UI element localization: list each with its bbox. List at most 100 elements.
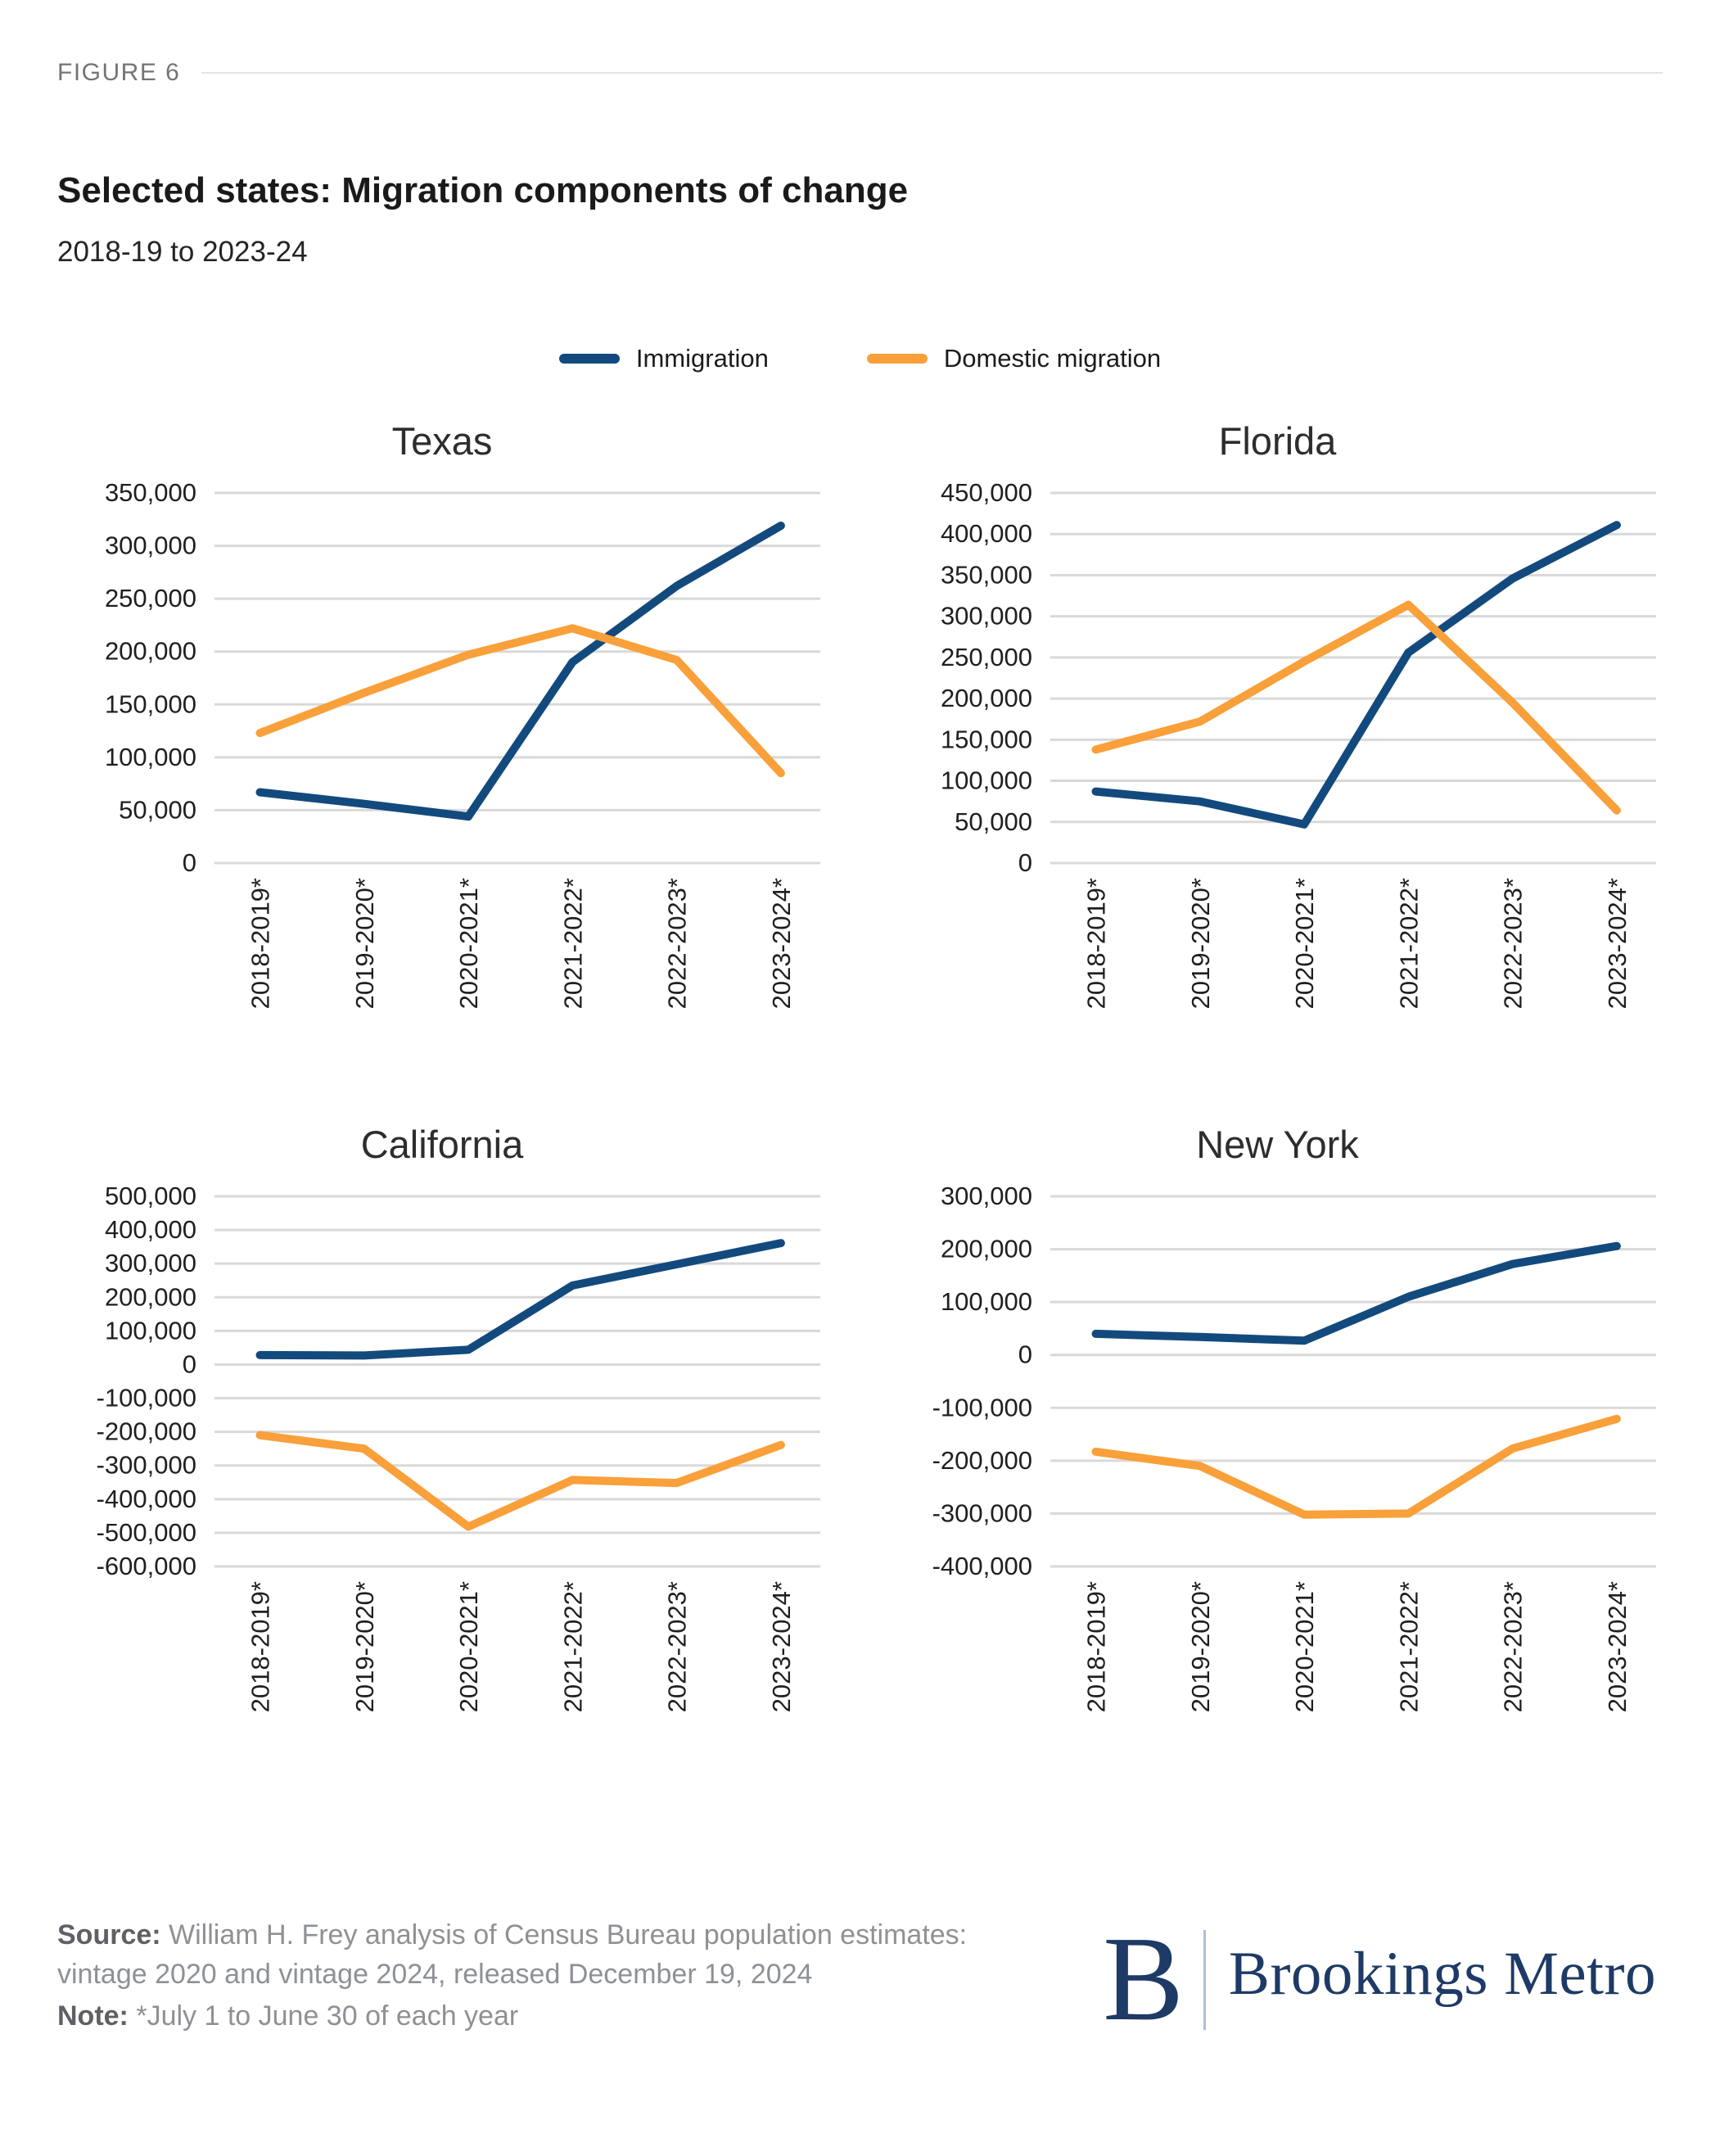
chart-svg-new-york: 300,000 200,000 100,000 0 -100,000 -200,000 -3… bbox=[932, 1182, 1656, 1712]
x-tick-label: 2021-2022* bbox=[1394, 1581, 1423, 1712]
figure-header: FIGURE 6 Selected states: Migration comp… bbox=[57, 0, 1663, 269]
x-tick-label: 2020-2021* bbox=[1290, 1581, 1319, 1712]
y-tick-label: -500,000 bbox=[97, 1518, 196, 1547]
page-title: Selected states: Migration components of… bbox=[57, 170, 909, 210]
figure-footer: Source: William H. Frey analysis of Cens… bbox=[57, 1912, 1663, 2047]
x-tick-label: 2018-2019* bbox=[1081, 1581, 1110, 1712]
x-tick-label: 2023-2024* bbox=[1602, 878, 1631, 1009]
source-label: Source: bbox=[57, 1919, 161, 1950]
chart-svg-florida: 450,000 400,000 350,000 300,000 250,000 200,0… bbox=[940, 478, 1656, 1009]
y-tick-label: 400,000 bbox=[940, 519, 1032, 548]
x-tick-label: 2023-2024* bbox=[767, 878, 796, 1009]
y-tick-label: 300,000 bbox=[940, 1182, 1032, 1210]
x-tick-label: 2018-2019* bbox=[246, 878, 275, 1009]
y-tick-label: 300,000 bbox=[940, 602, 1032, 631]
x-tick-label: 2021-2022* bbox=[558, 1581, 587, 1712]
y-tick-label: -200,000 bbox=[97, 1417, 196, 1446]
y-tick-label: 100,000 bbox=[105, 743, 196, 771]
y-tick-label: 200,000 bbox=[105, 637, 196, 666]
chart-title-florida: Florida bbox=[1218, 419, 1337, 463]
y-tick-label: 300,000 bbox=[105, 1249, 196, 1277]
chart-california: California 500,000 400,000 300,000 200,000 1… bbox=[57, 1122, 827, 1735]
x-tick-label: 2020-2021* bbox=[454, 1581, 483, 1712]
logo-divider bbox=[1203, 1930, 1206, 2030]
y-tick-label: 300,000 bbox=[105, 531, 196, 560]
legend-label-immigration: Immigration bbox=[635, 344, 769, 373]
y-tick-label: -600,000 bbox=[97, 1552, 196, 1580]
y-tick-label: 350,000 bbox=[940, 560, 1032, 589]
y-tick-label: 150,000 bbox=[105, 689, 196, 718]
note-text: *July 1 to June 30 of each year bbox=[128, 2000, 519, 2032]
figure-label-row: FIGURE 6 bbox=[57, 0, 1663, 87]
source-line: Source: William H. Frey analysis of Cens… bbox=[57, 1915, 1064, 1995]
x-tick-label: 2022-2023* bbox=[1498, 1581, 1527, 1712]
y-tick-label: 0 bbox=[183, 848, 196, 877]
y-tick-label: -300,000 bbox=[932, 1498, 1032, 1527]
x-tick-label: 2019-2020* bbox=[1185, 1581, 1214, 1712]
y-tick-label: -300,000 bbox=[97, 1451, 196, 1480]
brookings-metro-wordmark: Brookings Metro bbox=[1228, 1940, 1656, 2008]
y-tick-label: 50,000 bbox=[119, 795, 196, 824]
y-tick-label: 100,000 bbox=[940, 766, 1032, 795]
chart-florida: Florida 450,000 400,000 350,000 300,000 250,… bbox=[893, 418, 1663, 1032]
x-tick-label: 2018-2019* bbox=[246, 1581, 275, 1712]
chart-texas: Texas 350,000 300,000 250,000 200,000 150,00… bbox=[57, 418, 827, 1032]
domestic-migration-line-swatch bbox=[866, 354, 928, 364]
immigration-line bbox=[1091, 521, 1621, 829]
x-tick-label: 2021-2022* bbox=[558, 878, 587, 1009]
legend-item-immigration: Immigration bbox=[558, 344, 769, 373]
charts-grid: Texas 350,000 300,000 250,000 200,000 150,00… bbox=[57, 418, 1663, 1735]
x-tick-label: 2021-2022* bbox=[1394, 878, 1423, 1009]
y-tick-label: 50,000 bbox=[955, 807, 1032, 836]
domestic-migration-line bbox=[1091, 600, 1621, 815]
chart-title-new-york: New York bbox=[1196, 1123, 1359, 1166]
x-tick-label: 2023-2024* bbox=[1602, 1581, 1631, 1712]
y-tick-label: 200,000 bbox=[940, 684, 1032, 712]
x-tick-label: 2018-2019* bbox=[1081, 878, 1110, 1009]
y-tick-label: 100,000 bbox=[105, 1316, 196, 1345]
x-tick-label: 2023-2024* bbox=[767, 1581, 796, 1712]
y-tick-label: -100,000 bbox=[932, 1393, 1032, 1422]
y-tick-label: 0 bbox=[1018, 1340, 1032, 1369]
y-tick-label: 250,000 bbox=[105, 584, 196, 612]
note-line: Note: *July 1 to June 30 of each year bbox=[57, 1996, 1064, 2036]
x-tick-label: 2020-2021* bbox=[1290, 878, 1319, 1009]
legend-label-domestic-migration: Domestic migration bbox=[943, 344, 1162, 373]
x-tick-label: 2019-2020* bbox=[350, 878, 379, 1009]
y-tick-label: 200,000 bbox=[105, 1282, 196, 1311]
y-tick-label: -100,000 bbox=[97, 1384, 196, 1412]
x-tick-label: 2022-2023* bbox=[663, 878, 692, 1009]
y-tick-label: 150,000 bbox=[940, 725, 1032, 753]
y-tick-label: 400,000 bbox=[105, 1215, 196, 1244]
y-tick-label: 100,000 bbox=[940, 1287, 1032, 1316]
immigration-line bbox=[255, 522, 785, 821]
x-tick-label: 2020-2021* bbox=[454, 878, 483, 1009]
page-subtitle: 2018-19 to 2023-24 bbox=[57, 236, 308, 268]
domestic-migration-line bbox=[255, 624, 785, 778]
y-tick-label: 450,000 bbox=[940, 478, 1032, 507]
chart-svg-california: 500,000 400,000 300,000 200,000 100,000 0 -100… bbox=[97, 1182, 820, 1712]
header-rule bbox=[201, 72, 1663, 74]
chart-svg-texas: 350,000 300,000 250,000 200,000 150,000 100,0… bbox=[105, 478, 820, 1009]
x-tick-label: 2022-2023* bbox=[663, 1581, 692, 1712]
domestic-migration-line bbox=[255, 1431, 785, 1531]
immigration-line bbox=[1091, 1241, 1621, 1345]
chart-title-california: California bbox=[360, 1123, 524, 1166]
legend-item-domestic-migration: Domestic migration bbox=[866, 344, 1162, 373]
y-tick-label: -400,000 bbox=[97, 1485, 196, 1513]
immigration-line-swatch bbox=[558, 354, 620, 364]
y-tick-label: 500,000 bbox=[105, 1182, 196, 1210]
y-tick-label: 0 bbox=[183, 1349, 196, 1378]
chart-new-york: New York 300,000 200,000 100,000 0 -100,000 -… bbox=[893, 1122, 1663, 1735]
y-tick-label: 350,000 bbox=[105, 478, 196, 507]
brookings-metro-logo: B Brookings Metro bbox=[1103, 1912, 1656, 2047]
y-tick-label: -200,000 bbox=[932, 1446, 1032, 1475]
brookings-b-monogram: B bbox=[1103, 1912, 1184, 2047]
source-text: William H. Frey analysis of Census Burea… bbox=[57, 1919, 968, 1991]
y-tick-label: 200,000 bbox=[940, 1235, 1032, 1263]
domestic-migration-line bbox=[1091, 1414, 1621, 1519]
chart-title-texas: Texas bbox=[391, 419, 493, 463]
y-tick-label: 0 bbox=[1018, 848, 1032, 877]
y-tick-label: -400,000 bbox=[932, 1552, 1032, 1580]
chart-legend: Immigration Domestic migration bbox=[57, 344, 1663, 373]
